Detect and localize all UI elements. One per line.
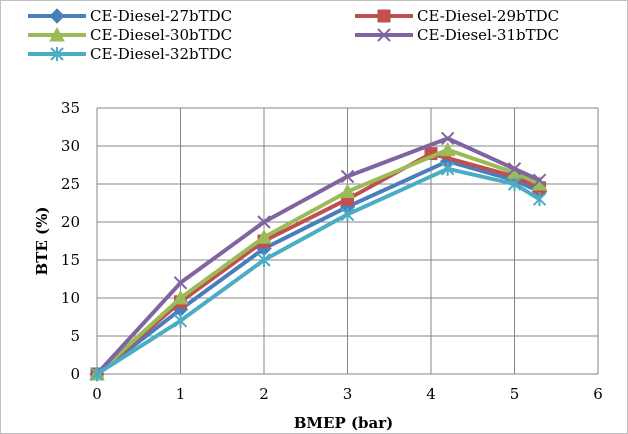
y-tick-label: 30 — [61, 137, 80, 155]
data-point — [440, 131, 455, 146]
legend-item: CE-Diesel-27bTDC — [28, 7, 232, 25]
marker-stroke — [377, 28, 391, 42]
data-point — [507, 162, 522, 176]
series-ce-diesel-30btdc — [89, 141, 548, 381]
axes: 0 1 2 3 4 5 6 0 5 10 15 20 25 30 35 — [61, 99, 603, 403]
data-point — [173, 313, 188, 328]
data-point — [339, 183, 356, 199]
legend-item: CE-Diesel-32bTDC — [28, 45, 232, 63]
data-point — [340, 207, 355, 222]
legend-label: CE-Diesel-29bTDC — [417, 7, 559, 25]
x-tick-label: 2 — [259, 385, 269, 403]
y-tick-label: 20 — [61, 213, 80, 231]
data-point — [90, 367, 104, 381]
legend-marker — [377, 28, 391, 42]
y-tick-label: 5 — [70, 327, 80, 345]
legend-marker — [377, 9, 391, 23]
legend-marker — [50, 47, 64, 61]
x-tick-label: 4 — [426, 385, 436, 403]
data-point — [173, 276, 188, 290]
x-tick-label: 0 — [92, 385, 102, 403]
legend-item: CE-Diesel-30bTDC — [28, 26, 232, 44]
x-tick-label: 3 — [343, 385, 353, 403]
data-point — [439, 141, 456, 157]
legend-marker — [49, 26, 65, 42]
data-point — [340, 169, 355, 184]
data-point — [256, 229, 272, 244]
data-point — [532, 173, 547, 187]
legend-item: CE-Diesel-29bTDC — [355, 7, 559, 25]
series-ce-diesel-31btdc — [90, 131, 547, 381]
data-point — [507, 177, 522, 191]
y-tick-label: 0 — [70, 365, 80, 383]
data-point — [440, 161, 455, 176]
marker-stroke — [257, 215, 271, 229]
marker-stroke — [440, 131, 455, 146]
legend-marker — [49, 8, 65, 24]
x-axis-title: BMEP (bar) — [294, 414, 394, 432]
legend-label: CE-Diesel-32bTDC — [90, 45, 232, 63]
x-tick-label: 1 — [176, 385, 186, 403]
marker-stroke — [507, 162, 522, 176]
legend-label: CE-Diesel-30bTDC — [90, 26, 232, 44]
x-tick-label: 5 — [510, 385, 520, 403]
marker-stroke — [173, 276, 188, 290]
y-tick-label: 10 — [61, 289, 80, 307]
data-point — [532, 192, 547, 207]
data-point — [257, 253, 271, 267]
data-point — [257, 215, 271, 229]
series-layer — [89, 131, 548, 382]
series-ce-diesel-32btdc — [90, 161, 547, 381]
x-tick-label: 6 — [593, 385, 603, 403]
y-tick-label: 25 — [61, 175, 80, 193]
marker-stroke — [532, 173, 547, 187]
y-axis-title: BTE (%) — [33, 207, 51, 276]
y-tick-label: 15 — [61, 251, 80, 269]
marker-stroke — [340, 169, 355, 184]
legend-item: CE-Diesel-31bTDC — [355, 26, 559, 44]
y-tick-label: 35 — [61, 99, 80, 117]
data-point — [172, 289, 189, 305]
legend-label: CE-Diesel-27bTDC — [90, 7, 232, 25]
legend-label: CE-Diesel-31bTDC — [417, 26, 559, 44]
legend: CE-Diesel-27bTDC CE-Diesel-29bTDCCE-Diese… — [28, 7, 559, 63]
